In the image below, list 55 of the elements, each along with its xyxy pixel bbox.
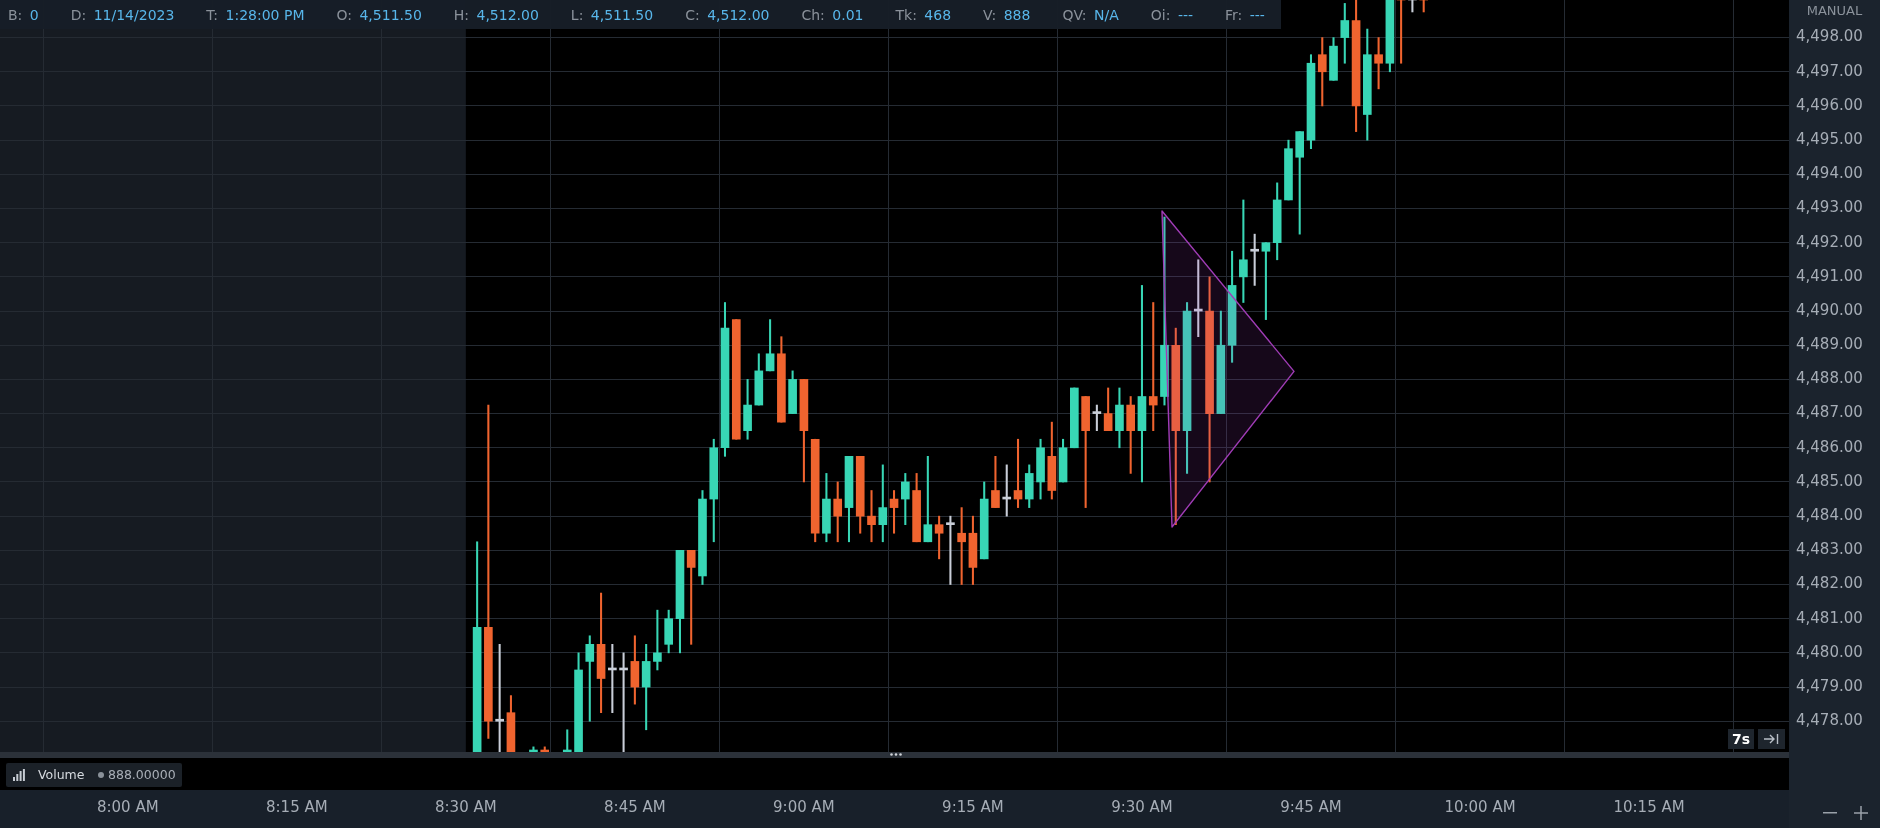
x-tick-label: 8:45 AM xyxy=(604,797,666,816)
annotation: V: 888 xyxy=(983,6,1031,23)
x-tick-label: 8:30 AM xyxy=(435,797,497,816)
annotation: Oi: --- xyxy=(1150,6,1194,23)
candlestick xyxy=(1250,233,1259,286)
annotation: Fr: --- xyxy=(1225,6,1265,23)
y-tick-label: 4,484.00 xyxy=(1796,506,1863,525)
candlestick xyxy=(946,515,955,585)
annotation: QV: N/A xyxy=(1062,6,1119,23)
y-tick-label: 4,487.00 xyxy=(1796,403,1863,422)
y-tick-label: 4,494.00 xyxy=(1796,164,1863,183)
y-tick-label: 4,482.00 xyxy=(1796,574,1863,593)
y-tick-label: 4,483.00 xyxy=(1796,540,1863,559)
y-tick-label: 4,493.00 xyxy=(1796,198,1863,217)
y-tick-label: 4,478.00 xyxy=(1796,711,1863,730)
annotation: T: 1:28:00 PM xyxy=(206,6,305,23)
y-tick-label: 4,492.00 xyxy=(1796,232,1863,251)
candlestick xyxy=(1148,302,1158,432)
annotation: L: 4,511.50 xyxy=(570,6,654,23)
x-tick-label: 9:45 AM xyxy=(1280,797,1342,816)
candlestick xyxy=(1160,216,1169,406)
y-tick-label: 4,490.00 xyxy=(1796,300,1863,319)
y-tick-label: 4,480.00 xyxy=(1796,642,1863,661)
annotation: C: 4,512.00 xyxy=(685,6,770,23)
y-tick-label: 4,498.00 xyxy=(1796,27,1863,46)
y-tick-label: 4,497.00 xyxy=(1796,61,1863,80)
candlestick xyxy=(867,490,876,543)
candlestick xyxy=(562,729,572,752)
text: Volume xyxy=(38,767,85,783)
text: MANUAL xyxy=(1805,3,1864,18)
annotation: D: 11/14/2023 xyxy=(70,6,175,23)
x-tick-label: 10:00 AM xyxy=(1444,797,1516,816)
annotation: H: 4,512.00 xyxy=(453,6,539,23)
y-tick-label: 4,496.00 xyxy=(1796,95,1863,114)
y-tick-label: 4,481.00 xyxy=(1796,608,1863,627)
annotation: O: 4,511.50 xyxy=(336,6,422,23)
x-tick-label: 10:15 AM xyxy=(1613,797,1685,816)
annotation: B: 0 xyxy=(8,6,39,23)
candlestick xyxy=(495,644,504,752)
y-tick-label: 4,486.00 xyxy=(1796,437,1863,456)
y-tick-label: 4,495.00 xyxy=(1796,130,1863,149)
x-tick-label: 9:00 AM xyxy=(773,797,835,816)
x-tick-label: 9:15 AM xyxy=(942,797,1004,816)
y-tick-label: 4,479.00 xyxy=(1796,676,1863,695)
y-tick-label: 4,489.00 xyxy=(1796,335,1863,354)
x-tick-label: 9:30 AM xyxy=(1111,797,1173,816)
text: 888.00000 xyxy=(108,767,176,783)
y-tick-label: 4,488.00 xyxy=(1796,369,1863,388)
annotation: Tk: 468 xyxy=(895,6,952,23)
annotation: 7s xyxy=(1728,729,1755,749)
x-tick-label: 8:00 AM xyxy=(96,797,159,816)
y-tick-label: 4,491.00 xyxy=(1796,266,1863,285)
annotation: Ch: 0.01 xyxy=(801,6,864,23)
y-tick-label: 4,485.00 xyxy=(1796,471,1863,490)
x-tick-label: 8:15 AM xyxy=(265,797,328,816)
